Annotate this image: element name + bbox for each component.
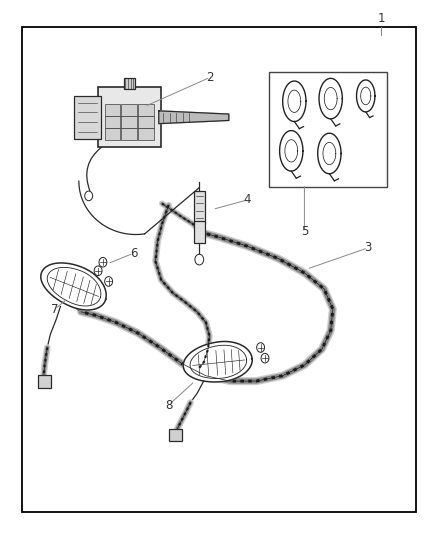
Circle shape <box>257 343 265 352</box>
Text: 4: 4 <box>244 193 251 206</box>
FancyBboxPatch shape <box>38 375 51 388</box>
Circle shape <box>94 266 102 276</box>
Polygon shape <box>183 342 252 382</box>
Circle shape <box>99 257 107 267</box>
Text: 2: 2 <box>206 71 214 84</box>
FancyBboxPatch shape <box>105 128 120 140</box>
FancyBboxPatch shape <box>169 429 182 441</box>
FancyBboxPatch shape <box>121 104 137 116</box>
FancyBboxPatch shape <box>194 191 205 223</box>
FancyBboxPatch shape <box>138 116 154 128</box>
FancyBboxPatch shape <box>74 96 101 139</box>
FancyBboxPatch shape <box>194 221 205 243</box>
Bar <box>269 72 387 187</box>
FancyBboxPatch shape <box>138 104 154 116</box>
Circle shape <box>85 191 93 200</box>
FancyBboxPatch shape <box>98 87 160 147</box>
Polygon shape <box>159 111 229 124</box>
Polygon shape <box>41 263 106 310</box>
FancyBboxPatch shape <box>105 104 120 116</box>
Bar <box>124 77 135 89</box>
Text: 8: 8 <box>165 399 172 411</box>
FancyBboxPatch shape <box>121 128 137 140</box>
FancyBboxPatch shape <box>121 116 137 128</box>
Text: 3: 3 <box>364 241 371 254</box>
Text: 5: 5 <box>301 225 308 238</box>
FancyBboxPatch shape <box>105 116 120 128</box>
FancyBboxPatch shape <box>138 128 154 140</box>
Text: 1: 1 <box>377 12 385 25</box>
Text: 6: 6 <box>130 247 138 260</box>
Circle shape <box>261 353 269 363</box>
Circle shape <box>195 254 204 265</box>
Circle shape <box>105 277 113 286</box>
Text: 7: 7 <box>51 303 59 316</box>
